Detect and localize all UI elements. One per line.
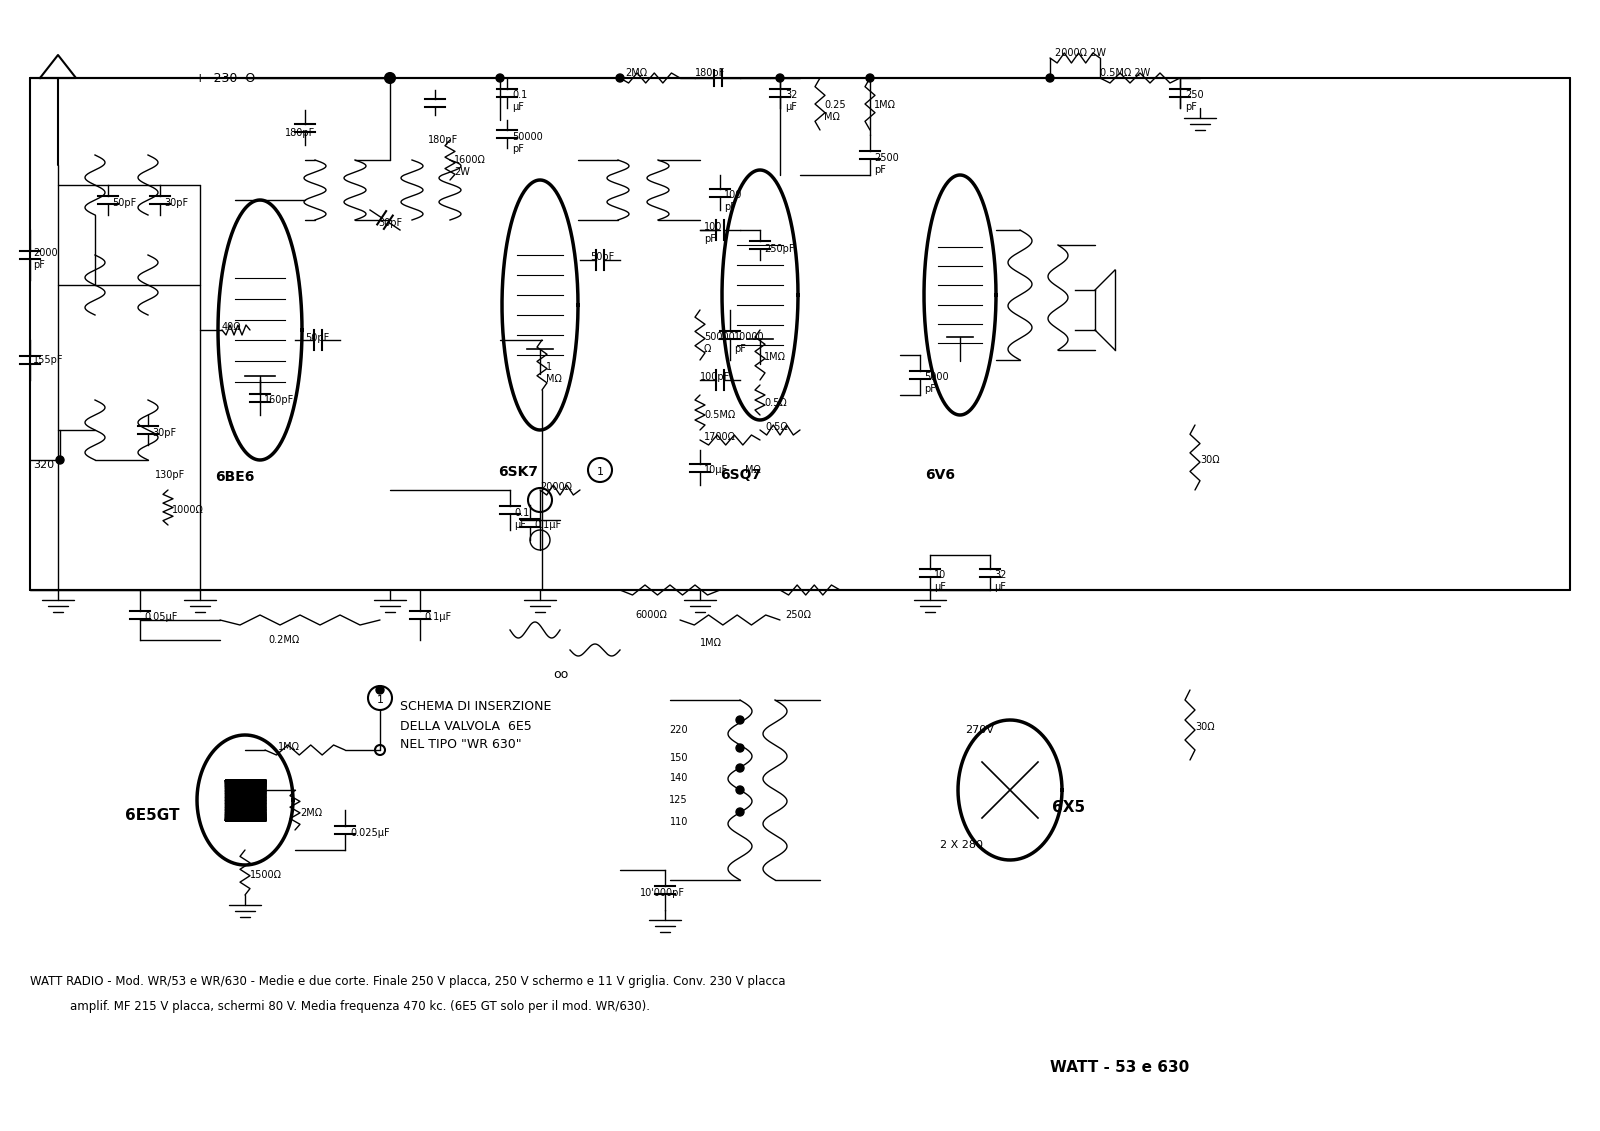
Circle shape (776, 74, 784, 83)
Text: 10'000pF: 10'000pF (640, 888, 685, 898)
Text: +  230  O: + 230 O (195, 72, 256, 85)
Text: 30Ω: 30Ω (1200, 455, 1219, 465)
Text: 0.5Ω: 0.5Ω (765, 422, 787, 432)
Text: MΩ: MΩ (746, 465, 762, 475)
Text: 6E5GT: 6E5GT (125, 808, 179, 823)
Text: DELLA VALVOLA  6E5: DELLA VALVOLA 6E5 (400, 720, 531, 733)
Circle shape (736, 786, 744, 794)
Circle shape (1046, 74, 1054, 83)
Text: 6BE6: 6BE6 (214, 470, 254, 484)
Text: 1500Ω: 1500Ω (250, 870, 282, 880)
Text: 180pF: 180pF (429, 135, 458, 145)
Circle shape (866, 74, 874, 83)
Text: NEL TIPO "WR 630": NEL TIPO "WR 630" (400, 739, 522, 751)
Text: SCHEMA DI INSERZIONE: SCHEMA DI INSERZIONE (400, 700, 552, 713)
Text: 220: 220 (669, 725, 688, 735)
Text: 2000Ω 2W: 2000Ω 2W (1054, 48, 1106, 58)
Text: 6SK7: 6SK7 (498, 465, 538, 480)
Text: 2000
pF: 2000 pF (34, 248, 58, 269)
Text: 32
μF: 32 μF (994, 570, 1006, 592)
Text: 130pF: 130pF (155, 470, 186, 480)
Circle shape (386, 74, 394, 83)
Text: 1: 1 (597, 467, 603, 477)
Text: 30Ω: 30Ω (1195, 722, 1214, 732)
Text: oo: oo (554, 668, 568, 681)
Circle shape (368, 687, 392, 710)
Text: 6000Ω: 6000Ω (635, 610, 667, 620)
Text: 2500
pF: 2500 pF (874, 153, 899, 174)
Text: 1000Ω: 1000Ω (173, 506, 203, 515)
Text: 180pF: 180pF (694, 68, 725, 78)
Text: 110: 110 (670, 817, 688, 827)
Text: 250pF: 250pF (765, 244, 795, 254)
Text: 0.1μF: 0.1μF (534, 520, 562, 530)
Text: 140: 140 (670, 772, 688, 783)
Circle shape (386, 74, 394, 83)
Text: 1
MΩ: 1 MΩ (546, 362, 562, 383)
Text: 30pF: 30pF (152, 428, 176, 438)
Text: 30pF: 30pF (165, 198, 189, 208)
Circle shape (736, 716, 744, 724)
Text: 250
pF: 250 pF (1186, 90, 1203, 112)
Text: 10
μF: 10 μF (934, 570, 946, 592)
Text: 1MΩ: 1MΩ (701, 638, 722, 648)
Text: 0.1
μF: 0.1 μF (512, 90, 528, 112)
Text: 2000Ω: 2000Ω (541, 482, 573, 492)
Text: 5000
pF: 5000 pF (925, 372, 949, 394)
Text: 180pF: 180pF (285, 128, 315, 138)
Circle shape (496, 74, 504, 83)
Text: 320: 320 (34, 460, 54, 470)
Text: 0.5MΩ: 0.5MΩ (704, 411, 736, 420)
Text: 40Ω: 40Ω (222, 322, 242, 333)
Circle shape (736, 744, 744, 752)
Text: 50000
pF: 50000 pF (512, 132, 542, 154)
Text: 6X5: 6X5 (1053, 800, 1085, 815)
Text: 6V6: 6V6 (925, 468, 955, 482)
Text: 100
pF: 100 pF (723, 190, 742, 211)
Text: 0.1
μF: 0.1 μF (514, 508, 530, 529)
Text: 160pF: 160pF (264, 395, 294, 405)
Text: 155pF: 155pF (34, 355, 64, 365)
Text: 0.25
MΩ: 0.25 MΩ (824, 100, 846, 122)
Text: 1MΩ: 1MΩ (765, 352, 786, 362)
Text: 10μF: 10μF (704, 465, 728, 475)
Text: 6SQ7: 6SQ7 (720, 468, 762, 482)
Text: 1700Ω: 1700Ω (704, 432, 736, 442)
Text: 50pF: 50pF (306, 333, 330, 343)
Text: 0.5Ω: 0.5Ω (765, 398, 787, 408)
Text: 2MΩ: 2MΩ (626, 68, 646, 78)
Text: 0.025μF: 0.025μF (350, 828, 390, 838)
Text: WATT RADIO - Mod. WR/53 e WR/630 - Medie e due corte. Finale 250 V placca, 250 V: WATT RADIO - Mod. WR/53 e WR/630 - Medie… (30, 975, 786, 988)
Text: 0.05μF: 0.05μF (144, 612, 178, 622)
Text: 250Ω: 250Ω (786, 610, 811, 620)
Circle shape (589, 458, 611, 482)
Text: 32
μF: 32 μF (786, 90, 797, 112)
Text: 125: 125 (669, 795, 688, 805)
Text: 1MΩ: 1MΩ (874, 100, 896, 110)
Text: 2MΩ: 2MΩ (301, 808, 322, 818)
Text: 100pF: 100pF (701, 372, 730, 382)
Text: 1600Ω
2W: 1600Ω 2W (454, 155, 486, 176)
Circle shape (736, 808, 744, 815)
Text: 0.1μF: 0.1μF (424, 612, 451, 622)
Text: 50pF: 50pF (112, 198, 136, 208)
Text: 150: 150 (669, 753, 688, 763)
Circle shape (376, 687, 384, 694)
Text: amplif. MF 215 V placca, schermi 80 V. Media frequenza 470 kc. (6E5 GT solo per : amplif. MF 215 V placca, schermi 80 V. M… (70, 1000, 650, 1013)
Text: 50pF: 50pF (590, 252, 614, 262)
Text: WATT - 53 e 630: WATT - 53 e 630 (1050, 1060, 1189, 1074)
Circle shape (616, 74, 624, 83)
Text: 270V: 270V (965, 725, 994, 735)
Text: 0.5MΩ 2W: 0.5MΩ 2W (1101, 68, 1150, 78)
Circle shape (56, 456, 64, 464)
Text: 0.2MΩ: 0.2MΩ (269, 634, 299, 645)
Circle shape (736, 765, 744, 772)
Text: 50000
Ω: 50000 Ω (704, 333, 734, 354)
Text: 30pF: 30pF (378, 218, 402, 228)
Text: 1: 1 (376, 696, 384, 705)
Text: 10000
pF: 10000 pF (734, 333, 765, 354)
Text: 2 X 280: 2 X 280 (941, 840, 982, 851)
Text: 100
pF: 100 pF (704, 222, 722, 243)
Text: 1MΩ: 1MΩ (278, 742, 301, 752)
